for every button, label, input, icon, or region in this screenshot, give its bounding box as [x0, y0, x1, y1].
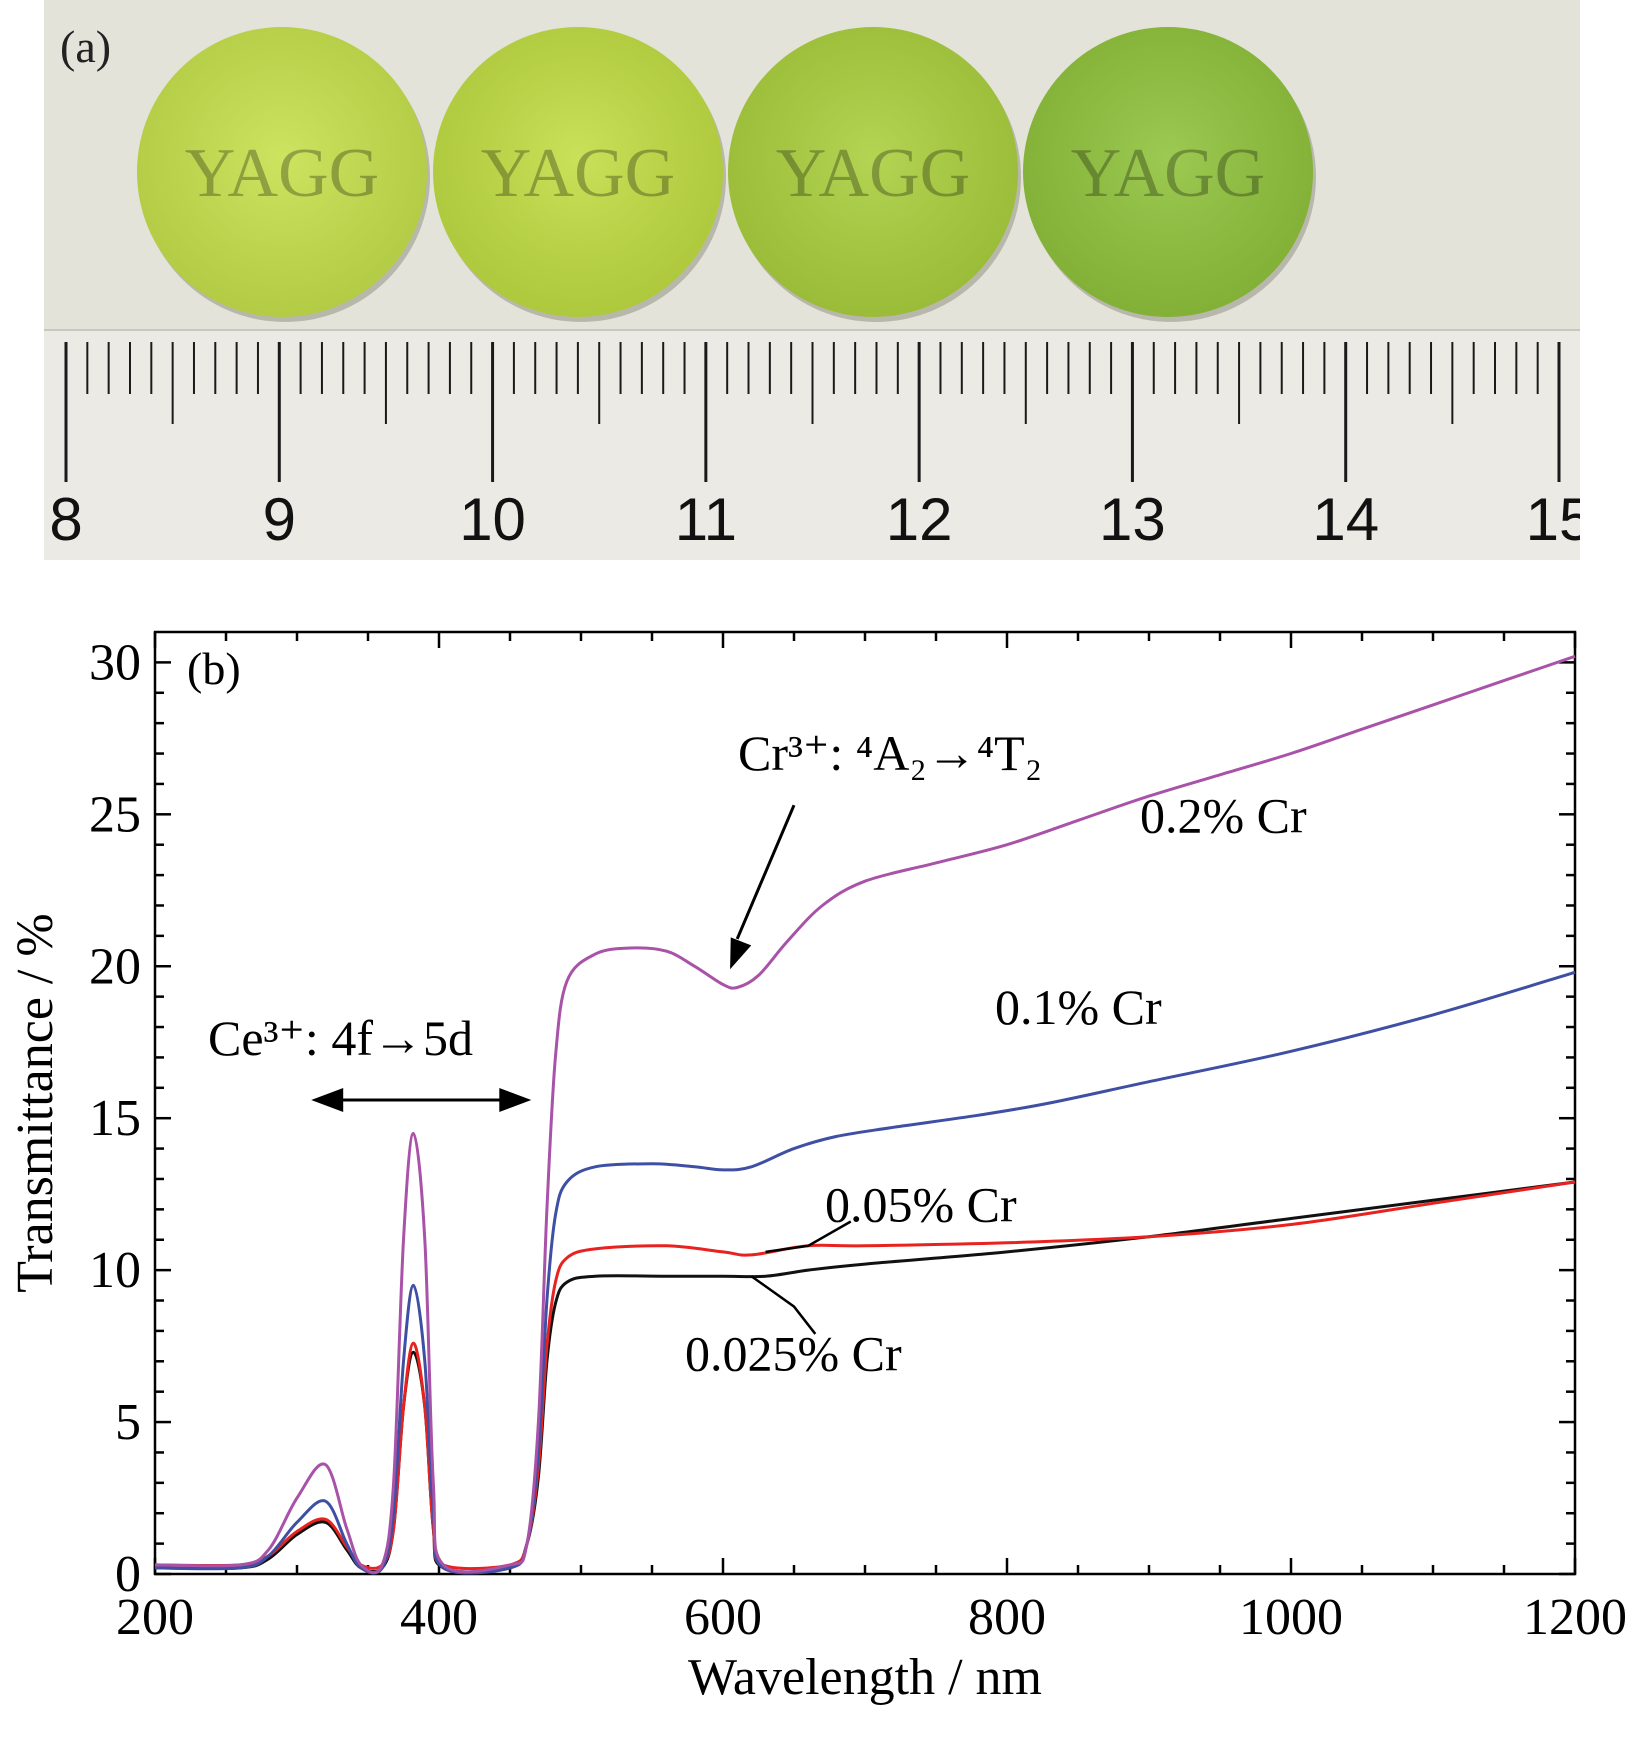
y-tick-label: 5 — [115, 1394, 141, 1451]
sample-disc-text: YAGG — [776, 135, 970, 212]
cr-transition-arrow — [735, 804, 796, 940]
sample-disc-shade — [137, 27, 427, 317]
panel-a-label: (a) — [60, 21, 111, 72]
ce-range-arrowhead-left — [311, 1087, 344, 1112]
cr-transition-label: Cr³⁺: ⁴A₂→⁴T₂ — [738, 725, 1042, 781]
x-tick-label: 1200 — [1523, 1589, 1627, 1646]
series-label-0-025-cr: 0.025% Cr — [685, 1325, 902, 1381]
ce-range-arrowhead-right — [499, 1087, 532, 1112]
x-tick-label: 1000 — [1239, 1589, 1343, 1646]
sample-disc-text: YAGG — [185, 135, 379, 212]
ruler-label: 15 — [1526, 486, 1580, 553]
cr-transition-arrowhead — [730, 937, 752, 970]
y-tick-label: 25 — [89, 786, 141, 843]
y-tick-label: 10 — [89, 1242, 141, 1299]
annotations: Cr³⁺: ⁴A₂→⁴T₂ Ce³⁺: 4f→5d 0.2% Cr 0.1% C… — [208, 725, 1307, 1381]
x-tick-label: 600 — [684, 1589, 762, 1646]
y-tick-label: 15 — [89, 1090, 141, 1147]
series-label-0-1-cr: 0.1% Cr — [995, 979, 1162, 1035]
ce-transition-label: Ce³⁺: 4f→5d — [208, 1010, 473, 1066]
panel-b-label: (b) — [187, 643, 241, 694]
ruler-label: 12 — [886, 486, 953, 553]
ruler-label: 14 — [1312, 486, 1379, 553]
series-label-0-2-cr: 0.2% Cr — [1140, 788, 1307, 844]
series-label-0-05-cr: 0.05% Cr — [825, 1177, 1017, 1233]
x-tick-label: 400 — [400, 1589, 478, 1646]
sample-disc-shade — [728, 27, 1018, 317]
ruler-label: 10 — [459, 486, 526, 553]
x-tick-label: 200 — [116, 1589, 194, 1646]
series-line-0-2-cr — [154, 654, 1576, 1575]
series-lines — [154, 654, 1576, 1575]
sample-disc-text: YAGG — [481, 135, 675, 212]
x-axis-label: Wavelength / nm — [688, 1649, 1042, 1706]
series-leader-0-025-cr — [750, 1275, 817, 1335]
y-tick-label: 30 — [89, 634, 141, 691]
x-tick-label: 800 — [968, 1589, 1046, 1646]
ruler: 8 9 10 11 12 13 14 15 — [44, 329, 1592, 560]
chart-svg: 200 400 600 800 1000 1200 0 5 10 15 20 25 30 Wavelen… — [7, 630, 1627, 1706]
series-line-0-1-cr — [154, 970, 1576, 1575]
y-tick-label: 20 — [89, 938, 141, 995]
sample-photo: (a) YAGG YAGG YAGG YAGG 8 9 10 11 12 13 14 15 — [44, 0, 1592, 560]
sample-disc-shade — [1023, 27, 1313, 317]
ruler-label: 13 — [1099, 486, 1166, 553]
series-leader-0-05-cr — [765, 1220, 852, 1254]
sample-disc-text: YAGG — [1071, 135, 1265, 212]
y-tick-label: 0 — [115, 1546, 141, 1603]
axis-ticks: 200 400 600 800 1000 1200 0 5 10 15 20 25 30 — [89, 632, 1627, 1646]
ruler-label: 11 — [675, 486, 737, 553]
sample-discs: YAGG YAGG YAGG YAGG — [137, 27, 1316, 322]
ruler-label: 9 — [263, 486, 296, 553]
sample-photo-canvas: (a) YAGG YAGG YAGG YAGG 8 9 10 11 12 13 14 15 — [44, 21, 1592, 560]
transmittance-chart: 200 400 600 800 1000 1200 0 5 10 15 20 25 30 Wavelen… — [0, 600, 1635, 1737]
sample-disc-shade — [433, 27, 723, 317]
y-axis-label: Transmittance / % — [7, 913, 64, 1292]
ruler-label: 8 — [49, 486, 82, 553]
